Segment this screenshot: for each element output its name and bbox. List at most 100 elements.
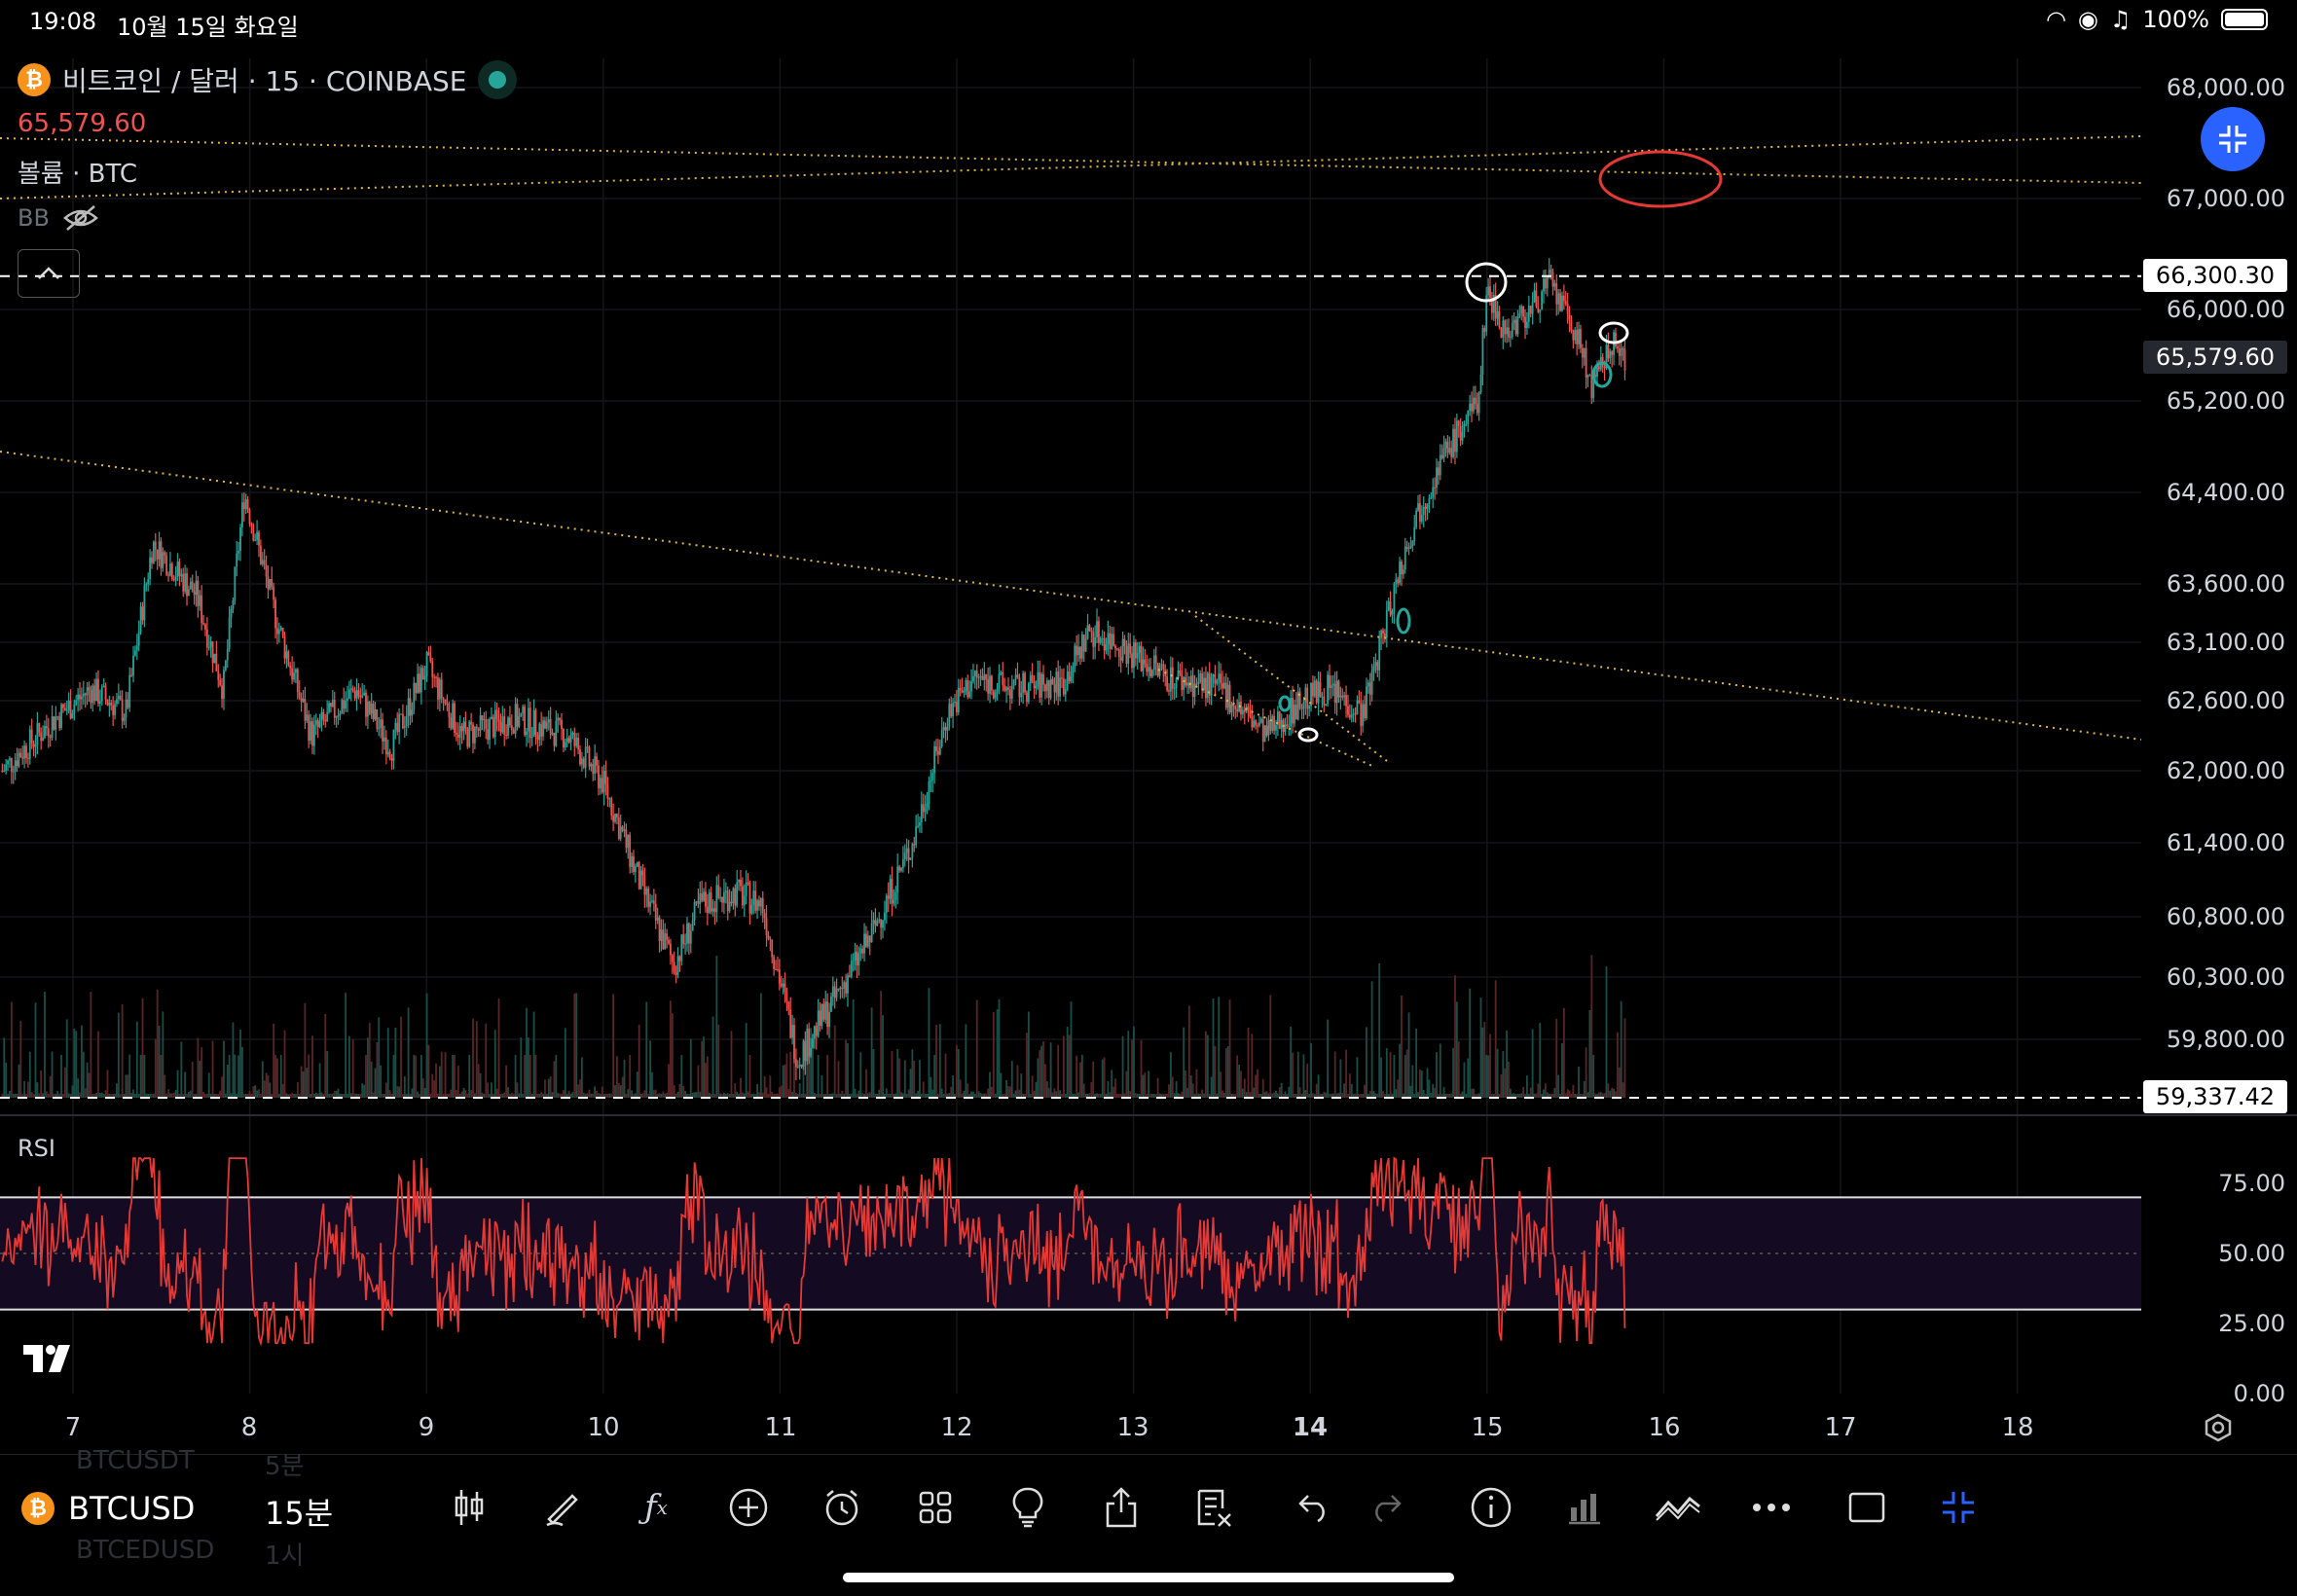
volume-bar bbox=[1149, 1094, 1151, 1098]
volume-bar bbox=[352, 1039, 354, 1098]
candle-body bbox=[256, 532, 258, 540]
volume-bar bbox=[524, 1055, 526, 1098]
candle-body bbox=[415, 683, 417, 693]
volume-bar bbox=[308, 1055, 310, 1099]
volume-bar bbox=[1406, 1049, 1408, 1098]
candle-body bbox=[999, 673, 1001, 689]
candle-body bbox=[1611, 351, 1613, 355]
candle-body bbox=[633, 856, 635, 872]
candle-body bbox=[105, 686, 107, 700]
more-icon[interactable] bbox=[1748, 1484, 1795, 1531]
volume-bar bbox=[540, 1092, 542, 1098]
bb-legend[interactable]: BB bbox=[18, 202, 100, 234]
alarm-icon[interactable] bbox=[819, 1484, 865, 1531]
candle-body bbox=[155, 542, 157, 550]
volume-bar bbox=[841, 1091, 843, 1098]
bulb-icon[interactable] bbox=[1004, 1484, 1051, 1531]
candle-body bbox=[138, 632, 140, 645]
volume-bar bbox=[956, 1045, 958, 1098]
candle-body bbox=[1327, 675, 1329, 705]
symbol-legend[interactable]: ₿ 비트코인 / 달러 · 15 · COINBASE bbox=[18, 60, 517, 99]
candle-body bbox=[1279, 711, 1281, 728]
volume-bar bbox=[1467, 1058, 1469, 1098]
notes-icon[interactable] bbox=[1191, 1484, 1238, 1531]
volume-bar bbox=[1399, 1044, 1401, 1098]
volume-bar bbox=[857, 1094, 858, 1098]
volume-bar bbox=[1258, 1094, 1260, 1098]
volume-bar bbox=[27, 1082, 29, 1098]
volume-bar bbox=[1543, 1089, 1545, 1098]
trendline-descending bbox=[0, 452, 2141, 740]
trend-icon[interactable] bbox=[1655, 1484, 1701, 1531]
candle-body bbox=[1148, 667, 1149, 671]
candle-body bbox=[1557, 293, 1559, 304]
square-icon[interactable] bbox=[1843, 1484, 1890, 1531]
chevron-up-icon bbox=[36, 266, 61, 281]
candle-body bbox=[1003, 685, 1005, 690]
volume-legend[interactable]: 볼륨 · BTC bbox=[18, 154, 137, 190]
exit-fullscreen-button[interactable] bbox=[2201, 107, 2265, 171]
candle-body bbox=[740, 880, 742, 887]
volume-bar bbox=[612, 994, 614, 1098]
volume-bar bbox=[1520, 1093, 1522, 1098]
candle-body bbox=[1076, 646, 1077, 656]
candle-body bbox=[1452, 429, 1454, 457]
candle-body bbox=[771, 940, 773, 958]
candle-body bbox=[939, 746, 941, 755]
volume-bar bbox=[670, 1000, 672, 1098]
grid-icon[interactable] bbox=[912, 1484, 959, 1531]
volume-bar bbox=[1183, 1028, 1185, 1098]
plus-circle-icon[interactable] bbox=[725, 1484, 772, 1531]
candle-body bbox=[509, 717, 511, 725]
candle-body bbox=[1022, 673, 1024, 693]
candle-body bbox=[965, 680, 966, 691]
candle-body bbox=[1146, 664, 1148, 671]
candle-body bbox=[83, 694, 85, 697]
volume-bar bbox=[303, 1071, 305, 1098]
volume-bar bbox=[431, 1074, 433, 1098]
candle-body bbox=[1390, 601, 1392, 615]
candle-body bbox=[966, 680, 968, 697]
redo-icon[interactable] bbox=[1363, 1484, 1409, 1531]
collapse-icon[interactable] bbox=[1935, 1484, 1982, 1531]
undo-icon[interactable] bbox=[1291, 1484, 1337, 1531]
candle-body bbox=[629, 835, 631, 867]
candle-body bbox=[522, 707, 524, 713]
volume-bar bbox=[1061, 1094, 1063, 1098]
bitcoin-icon: ₿ bbox=[18, 63, 51, 96]
candle-body bbox=[519, 716, 521, 727]
volume-bar bbox=[199, 1061, 201, 1098]
candle-body bbox=[89, 687, 91, 690]
eye-hidden-icon[interactable] bbox=[61, 202, 100, 234]
axis-settings-icon[interactable] bbox=[2204, 1413, 2233, 1446]
volume-bar bbox=[487, 1082, 489, 1098]
volume-bar bbox=[1621, 1001, 1622, 1098]
candle-body bbox=[1039, 672, 1040, 698]
symbol-title[interactable]: 비트코인 / 달러 · 15 · COINBASE bbox=[62, 60, 466, 99]
candle-body bbox=[1285, 724, 1287, 732]
collapse-legend-button[interactable] bbox=[18, 249, 80, 298]
candles-icon[interactable] bbox=[446, 1484, 492, 1531]
bars-icon[interactable] bbox=[1561, 1484, 1608, 1531]
candle-body bbox=[657, 918, 659, 921]
candle-body bbox=[303, 699, 305, 702]
candle-body bbox=[1199, 673, 1201, 682]
info-icon[interactable] bbox=[1468, 1484, 1514, 1531]
volume-bar bbox=[696, 1092, 698, 1098]
pen-icon[interactable] bbox=[539, 1484, 586, 1531]
volume-bar bbox=[896, 1049, 898, 1098]
rsi-label[interactable]: RSI bbox=[18, 1135, 55, 1162]
share-icon[interactable] bbox=[1098, 1484, 1145, 1531]
volume-bar bbox=[1325, 1093, 1327, 1098]
volume-bar bbox=[1144, 1072, 1146, 1098]
volume-bar bbox=[950, 1087, 952, 1098]
interval-selector[interactable]: 15분 bbox=[265, 1489, 333, 1534]
symbol-selector[interactable]: ₿ BTCUSD bbox=[21, 1490, 195, 1527]
candle-body bbox=[985, 674, 987, 679]
candle-body bbox=[1443, 449, 1445, 458]
candle-body bbox=[526, 732, 528, 736]
volume-bar bbox=[1273, 1093, 1275, 1098]
volume-bar bbox=[923, 1081, 925, 1098]
price-chart[interactable] bbox=[0, 58, 2297, 1450]
